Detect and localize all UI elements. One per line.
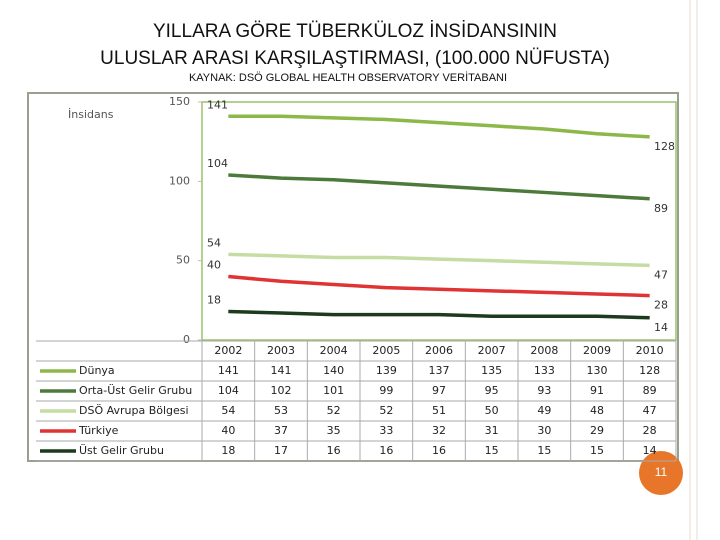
y-tick-label: 150 [169, 95, 190, 108]
series-line [228, 274, 650, 298]
table-cell: 15 [485, 444, 499, 457]
table-cell: 97 [432, 384, 446, 397]
table-cell: 16 [327, 444, 341, 457]
y-tick-label: 100 [169, 174, 190, 187]
table-cell: 93 [537, 384, 551, 397]
x-tick-label: 2004 [320, 344, 348, 357]
table-cell: 52 [327, 404, 341, 417]
title-line: YILLARA GÖRE TÜBERKÜLOZ İNSİDANSININ [153, 21, 557, 42]
table-cell: 102 [271, 384, 292, 397]
plot-area [201, 101, 677, 341]
table-cell: 15 [537, 444, 551, 457]
table-cell: 33 [379, 424, 393, 437]
data-label: 47 [654, 268, 668, 281]
series-line [228, 114, 650, 139]
x-tick-label: 2005 [372, 344, 400, 357]
x-tick-label: 2008 [530, 344, 558, 357]
table-cell: 52 [379, 404, 393, 417]
table-cell: 40 [221, 424, 235, 437]
data-label: 89 [654, 202, 668, 215]
page-number: 11 [655, 465, 668, 479]
table-cell: 91 [590, 384, 604, 397]
x-tick-label: 2007 [478, 344, 506, 357]
data-label: 104 [207, 157, 228, 170]
table-cell: 37 [274, 424, 288, 437]
legend-label: Üst Gelir Grubu [79, 444, 164, 457]
x-tick-label: 2006 [425, 344, 453, 357]
legend-label: DSÖ Avrupa Bölgesi [79, 404, 189, 417]
y-tick-label: 0 [183, 333, 190, 346]
table-cell: 95 [485, 384, 499, 397]
table-cell: 35 [327, 424, 341, 437]
table-cell: 130 [587, 364, 608, 377]
x-tick-label: 2002 [214, 344, 242, 357]
table-cell: 104 [218, 384, 239, 397]
data-label: 40 [207, 259, 221, 272]
data-label: 14 [654, 321, 668, 334]
table-cell: 128 [639, 364, 660, 377]
table-cell: 133 [534, 364, 555, 377]
table-cell: 48 [590, 404, 604, 417]
table-cell: 54 [221, 404, 235, 417]
data-label: 18 [207, 293, 221, 306]
chart-frame [27, 92, 679, 462]
table-cell: 16 [379, 444, 393, 457]
title-line: ULUSLAR ARASI KARŞILAŞTIRMASI, (100.000 … [100, 48, 610, 69]
table-cell: 140 [323, 364, 344, 377]
legend-label: Türkiye [78, 424, 119, 437]
data-label: 28 [654, 299, 668, 312]
series-line [228, 252, 650, 268]
x-tick-label: 2009 [583, 344, 611, 357]
legend-label: Dünya [79, 364, 115, 377]
table-cell: 50 [485, 404, 499, 417]
table-cell: 29 [590, 424, 604, 437]
table-cell: 17 [274, 444, 288, 457]
table-cell: 14 [643, 444, 657, 457]
y-tick-label: 50 [176, 254, 190, 267]
table-cell: 32 [432, 424, 446, 437]
table-cell: 18 [221, 444, 235, 457]
table-cell: 16 [432, 444, 446, 457]
table-cell: 99 [379, 384, 393, 397]
table-cell: 101 [323, 384, 344, 397]
x-tick-label: 2010 [636, 344, 664, 357]
table-cell: 139 [376, 364, 397, 377]
data-label: 54 [207, 236, 221, 249]
table-cell: 89 [643, 384, 657, 397]
table-cell: 135 [481, 364, 502, 377]
table-cell: 137 [429, 364, 450, 377]
x-tick-label: 2003 [267, 344, 295, 357]
table-cell: 30 [537, 424, 551, 437]
y-axis-label: İnsidans [68, 108, 114, 121]
source: KAYNAK: DSÖ GLOBAL HEALTH OBSERVATORY VE… [189, 71, 507, 84]
table-cell: 53 [274, 404, 288, 417]
data-label: 128 [654, 140, 675, 153]
table-cell: 15 [590, 444, 604, 457]
series-line [228, 309, 650, 320]
data-label: 141 [207, 98, 228, 111]
page-badge [639, 451, 683, 495]
table-cell: 31 [485, 424, 499, 437]
table-cell: 28 [643, 424, 657, 437]
table-cell: 47 [643, 404, 657, 417]
table-cell: 49 [537, 404, 551, 417]
table-cell: 141 [271, 364, 292, 377]
table-cell: 51 [432, 404, 446, 417]
table-cell: 141 [218, 364, 239, 377]
series-line [228, 173, 650, 201]
legend-label: Orta-Üst Gelir Grubu [79, 384, 192, 397]
